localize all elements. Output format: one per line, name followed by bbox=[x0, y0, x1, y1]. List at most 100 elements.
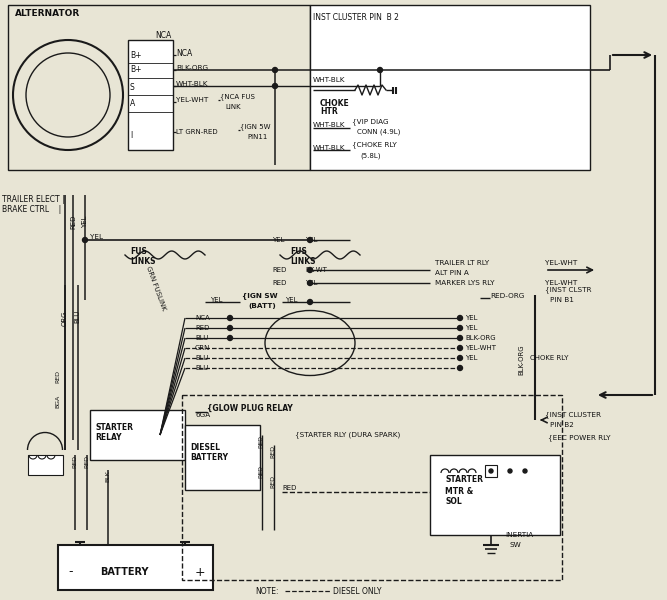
Text: B+: B+ bbox=[130, 65, 141, 74]
Text: YEL: YEL bbox=[210, 297, 223, 303]
Text: RED: RED bbox=[270, 445, 275, 458]
Text: I: I bbox=[130, 130, 132, 139]
Text: BGA: BGA bbox=[55, 395, 60, 408]
Text: {NCA FUS: {NCA FUS bbox=[220, 94, 255, 100]
Bar bbox=[430, 455, 560, 535]
Bar bbox=[485, 465, 497, 477]
Text: RED: RED bbox=[272, 280, 286, 286]
Text: RED: RED bbox=[258, 435, 263, 448]
Text: BLU: BLU bbox=[195, 335, 208, 341]
Circle shape bbox=[489, 469, 493, 473]
Circle shape bbox=[523, 469, 527, 473]
Text: ORG: ORG bbox=[62, 310, 68, 325]
Bar bbox=[128, 40, 173, 150]
Text: CHOKE RLY: CHOKE RLY bbox=[530, 355, 568, 361]
Text: LINKS: LINKS bbox=[130, 257, 155, 266]
Text: YEL: YEL bbox=[90, 234, 103, 240]
Text: BATTERY: BATTERY bbox=[100, 567, 149, 577]
Text: ALT PIN A: ALT PIN A bbox=[435, 270, 469, 276]
Text: 6GA: 6GA bbox=[195, 412, 210, 418]
Text: WHT-BLK: WHT-BLK bbox=[313, 122, 346, 128]
Text: TRAILER ELECT |: TRAILER ELECT | bbox=[2, 196, 65, 205]
Text: RED: RED bbox=[70, 215, 76, 229]
Text: RED: RED bbox=[282, 485, 296, 491]
Circle shape bbox=[227, 325, 233, 331]
Text: WHT-BLK: WHT-BLK bbox=[313, 145, 346, 151]
Text: B+: B+ bbox=[130, 50, 141, 59]
Text: {EEC POWER RLY: {EEC POWER RLY bbox=[548, 434, 610, 442]
Text: RED-ORG: RED-ORG bbox=[490, 293, 524, 299]
Text: HTR: HTR bbox=[320, 107, 338, 116]
Circle shape bbox=[307, 268, 313, 272]
Text: BATTERY: BATTERY bbox=[190, 454, 228, 463]
Text: BLK: BLK bbox=[105, 470, 110, 482]
Text: BLK-ORG: BLK-ORG bbox=[176, 65, 208, 71]
Text: YEL: YEL bbox=[305, 237, 317, 243]
Text: BK-WT: BK-WT bbox=[305, 267, 327, 273]
Text: RED: RED bbox=[72, 455, 77, 468]
Text: YEL-WHT: YEL-WHT bbox=[545, 280, 577, 286]
Text: BLU: BLU bbox=[195, 355, 208, 361]
Circle shape bbox=[227, 316, 233, 320]
Circle shape bbox=[273, 67, 277, 73]
Text: LINKS: LINKS bbox=[290, 257, 315, 266]
Text: RED: RED bbox=[84, 455, 89, 468]
Bar bbox=[28, 455, 63, 475]
Text: YEL-WHT: YEL-WHT bbox=[465, 345, 496, 351]
Text: YEL: YEL bbox=[82, 215, 88, 227]
Text: MARKER LYS RLY: MARKER LYS RLY bbox=[435, 280, 494, 286]
Text: S: S bbox=[130, 82, 135, 91]
Text: LINK: LINK bbox=[225, 104, 241, 110]
Text: GRN: GRN bbox=[195, 345, 210, 351]
Text: SW: SW bbox=[510, 542, 522, 548]
Bar bbox=[310, 5, 590, 170]
Circle shape bbox=[458, 335, 462, 340]
Text: INERTIA: INERTIA bbox=[505, 532, 533, 538]
Text: {IGN SW: {IGN SW bbox=[242, 293, 277, 299]
Circle shape bbox=[458, 346, 462, 350]
Circle shape bbox=[307, 299, 313, 304]
Text: +: + bbox=[195, 565, 205, 578]
Text: DIESEL ONLY: DIESEL ONLY bbox=[333, 587, 382, 595]
Circle shape bbox=[307, 280, 313, 286]
Text: {STARTER RLY (DURA SPARK): {STARTER RLY (DURA SPARK) bbox=[295, 431, 400, 439]
Text: RED: RED bbox=[195, 325, 209, 331]
Text: YEL-WHT: YEL-WHT bbox=[545, 260, 577, 266]
Bar bbox=[90, 410, 185, 460]
Text: -: - bbox=[68, 565, 73, 578]
Text: MTR &: MTR & bbox=[445, 487, 474, 496]
Text: YEL: YEL bbox=[305, 280, 317, 286]
Text: BLU: BLU bbox=[195, 365, 208, 371]
Bar bbox=[182, 395, 562, 580]
Circle shape bbox=[458, 325, 462, 331]
Text: DIESEL: DIESEL bbox=[190, 443, 220, 451]
Text: LT GRN-RED: LT GRN-RED bbox=[176, 129, 217, 135]
Text: NCA: NCA bbox=[176, 49, 192, 58]
Text: PIN B2: PIN B2 bbox=[550, 422, 574, 428]
Text: SOL: SOL bbox=[445, 497, 462, 506]
Text: {INST CLUSTER: {INST CLUSTER bbox=[545, 412, 601, 418]
Circle shape bbox=[378, 67, 382, 73]
Text: YEL: YEL bbox=[465, 325, 478, 331]
Text: BLK-ORG: BLK-ORG bbox=[518, 344, 524, 376]
Text: YEL: YEL bbox=[465, 355, 478, 361]
Bar bbox=[8, 5, 310, 170]
Text: RELAY: RELAY bbox=[95, 433, 121, 443]
Text: FUS: FUS bbox=[290, 247, 307, 257]
Circle shape bbox=[458, 316, 462, 320]
Text: PIN B1: PIN B1 bbox=[550, 297, 574, 303]
Text: STARTER: STARTER bbox=[95, 422, 133, 431]
Text: RED: RED bbox=[258, 465, 263, 478]
Text: GRN FUSLINK: GRN FUSLINK bbox=[145, 265, 167, 311]
Text: STARTER: STARTER bbox=[445, 475, 483, 485]
Text: ALTERNATOR: ALTERNATOR bbox=[15, 8, 80, 17]
Circle shape bbox=[227, 335, 233, 340]
Text: BLU: BLU bbox=[74, 310, 80, 323]
Circle shape bbox=[307, 238, 313, 242]
Text: RED: RED bbox=[270, 475, 275, 488]
Text: FUS: FUS bbox=[130, 247, 147, 257]
Circle shape bbox=[458, 355, 462, 361]
Circle shape bbox=[83, 238, 87, 242]
Circle shape bbox=[458, 365, 462, 370]
Text: WHT-BLK: WHT-BLK bbox=[313, 77, 346, 83]
